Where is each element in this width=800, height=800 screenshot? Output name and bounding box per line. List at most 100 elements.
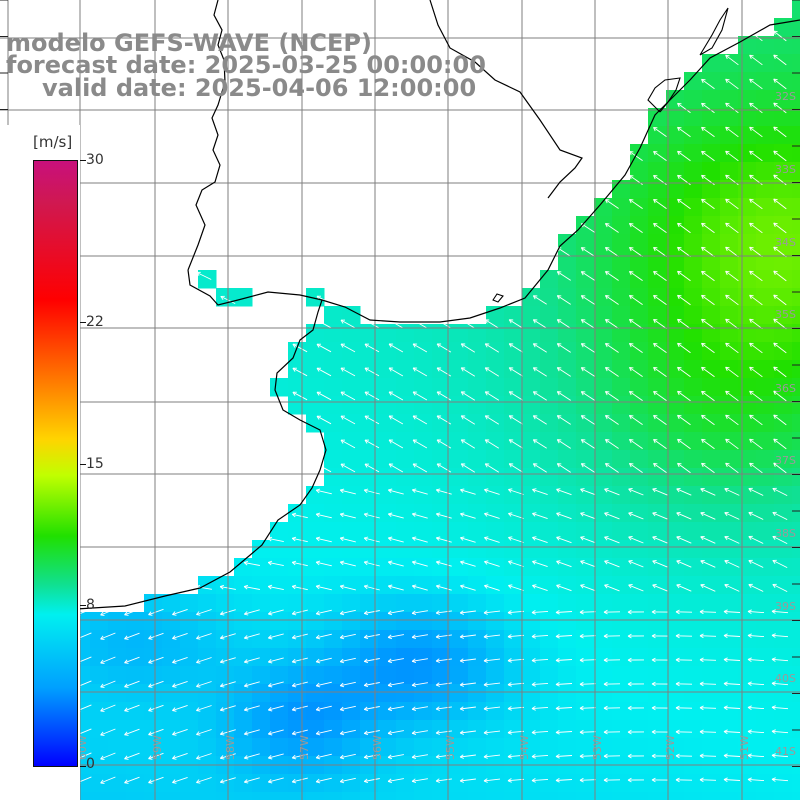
- wind-speed-cell: [630, 432, 649, 451]
- wind-speed-cell: [468, 504, 487, 523]
- wind-speed-cell: [540, 666, 559, 685]
- wind-speed-cell: [684, 792, 703, 800]
- wind-speed-cell: [396, 720, 415, 739]
- wind-arrow: [701, 78, 715, 90]
- wind-speed-cell: [612, 360, 631, 379]
- wind-arrow: [267, 633, 284, 640]
- wind-arrow: [725, 462, 739, 474]
- wind-speed-cell: [216, 612, 235, 631]
- wind-speed-cell: [558, 486, 577, 505]
- model-title: modelo GEFS-WAVE (NCEP): [6, 29, 372, 57]
- wind-speed-cell: [630, 450, 649, 469]
- wind-arrow: [628, 366, 643, 377]
- wind-speed-cell: [540, 414, 559, 433]
- wind-speed-cell: [486, 324, 505, 343]
- wind-speed-cell: [792, 270, 800, 289]
- wind-speed-cell: [612, 270, 631, 289]
- wind-arrow: [460, 488, 476, 495]
- wind-speed-cell: [792, 360, 800, 379]
- wind-speed-cell: [162, 792, 181, 800]
- colorbar-unit: [m/s]: [33, 133, 73, 151]
- wind-speed-cell: [630, 180, 649, 199]
- wind-speed-cell: [324, 738, 343, 757]
- wind-speed-cell: [360, 612, 379, 631]
- wind-speed-cell: [324, 360, 343, 379]
- wind-speed-cell: [432, 774, 451, 793]
- wind-arrow: [484, 439, 500, 449]
- wind-arrow: [291, 633, 308, 640]
- wind-speed-cell: [630, 684, 649, 703]
- wind-arrow: [677, 126, 691, 138]
- wind-speed-cell: [666, 792, 685, 800]
- wind-arrow: [315, 633, 332, 640]
- wind-speed-cell: [792, 522, 800, 541]
- wind-speed-cell: [558, 774, 577, 793]
- wind-speed-cell: [324, 774, 343, 793]
- wind-speed-cell: [468, 468, 487, 487]
- wind-arrow: [316, 343, 332, 353]
- wind-speed-cell: [666, 126, 685, 145]
- wind-speed-cell: [432, 414, 451, 433]
- wind-arrow: [749, 150, 763, 162]
- wind-arrow: [628, 536, 644, 544]
- wind-arrow: [579, 681, 597, 687]
- wind-arrow: [532, 560, 548, 568]
- wind-arrow: [627, 633, 645, 639]
- wind-arrow: [411, 754, 428, 760]
- wind-speed-cell: [288, 540, 307, 559]
- wind-speed-cell: [612, 594, 631, 613]
- wind-speed-cell: [792, 720, 800, 739]
- wind-speed-cell: [630, 594, 649, 613]
- wind-speed-cell: [486, 612, 505, 631]
- wind-speed-cell: [720, 90, 739, 109]
- wind-arrow: [363, 682, 380, 688]
- wind-arrow: [725, 198, 739, 210]
- wind-speed-cell: [504, 486, 523, 505]
- wind-speed-cell: [702, 666, 721, 685]
- wind-speed-cell: [180, 648, 199, 667]
- wind-speed-cell: [504, 342, 523, 361]
- wind-speed-cell: [540, 378, 559, 397]
- wind-speed-cell: [630, 378, 649, 397]
- wind-speed-cell: [324, 306, 343, 325]
- wind-speed-cell: [576, 594, 595, 613]
- wind-speed-cell: [504, 360, 523, 379]
- wind-speed-cell: [630, 630, 649, 649]
- wind-arrow: [508, 367, 524, 377]
- wind-speed-cell: [198, 684, 217, 703]
- wind-arrow: [651, 657, 669, 663]
- wind-arrow: [773, 102, 787, 114]
- wind-speed-cell: [756, 270, 775, 289]
- wind-arrow: [725, 102, 739, 114]
- wind-speed-cell: [738, 288, 757, 307]
- wind-speed-cell: [648, 198, 667, 217]
- wind-speed-cell: [90, 792, 109, 800]
- wind-arrow: [773, 54, 787, 66]
- wind-arrow: [773, 366, 787, 378]
- wind-speed-cell: [756, 792, 775, 800]
- wind-speed-cell: [612, 684, 631, 703]
- wind-speed-cell: [666, 486, 685, 505]
- wind-arrow: [651, 609, 669, 615]
- wind-speed-cell: [702, 288, 721, 307]
- wind-speed-cell: [792, 324, 800, 343]
- wind-speed-cell: [612, 324, 631, 343]
- wind-speed-cell: [360, 666, 379, 685]
- wind-speed-cell: [504, 468, 523, 487]
- wind-speed-cell: [432, 738, 451, 757]
- wind-arrow: [507, 610, 525, 615]
- wind-speed-cell: [378, 630, 397, 649]
- wind-speed-cell: [306, 558, 325, 577]
- wind-speed-cell: [630, 504, 649, 523]
- wind-arrow: [604, 560, 620, 568]
- wind-arrow: [531, 706, 549, 711]
- wind-arrow: [507, 730, 525, 735]
- wind-speed-cell: [756, 126, 775, 145]
- wind-speed-cell: [594, 468, 613, 487]
- wind-arrow: [291, 777, 308, 784]
- wind-arrow: [555, 610, 573, 615]
- wind-speed-cell: [684, 198, 703, 217]
- wind-speed-cell: [468, 684, 487, 703]
- wind-arrow: [460, 439, 476, 449]
